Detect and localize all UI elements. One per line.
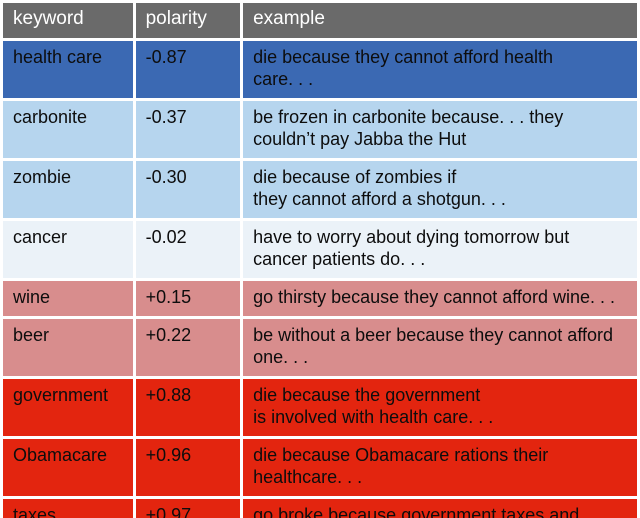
polarity-cell: -0.87	[145, 47, 187, 67]
table-row: wine +0.15 go thirsty because they canno…	[3, 281, 637, 316]
keyword-cell: wine	[13, 287, 51, 307]
example-cell: die because the government is involved w…	[253, 385, 494, 427]
table-row: taxes +0.97 go broke because government …	[3, 499, 637, 518]
keyword-cell: Obamacare	[13, 445, 108, 465]
polarity-cell: -0.02	[145, 227, 187, 247]
example-cell: die because they cannot afford health ca…	[253, 47, 553, 89]
example-cell: be frozen in carbonite because. . . they…	[253, 107, 564, 149]
keyword-cell: government	[13, 385, 109, 405]
table-row: beer +0.22 be without a beer because the…	[3, 319, 637, 376]
column-header-keyword: keyword	[3, 3, 133, 38]
polarity-cell: -0.30	[145, 167, 187, 187]
column-header-polarity: polarity	[135, 3, 241, 38]
polarity-cell: +0.15	[145, 287, 192, 307]
polarity-cell: +0.88	[145, 385, 192, 405]
example-cell: die because of zombies if they cannot af…	[253, 167, 506, 209]
keyword-cell: beer	[13, 325, 50, 345]
table-row: zombie -0.30 die because of zombies if t…	[3, 161, 637, 218]
table-row: health care -0.87 die because they canno…	[3, 41, 637, 98]
polarity-cell: +0.96	[145, 445, 192, 465]
table-row: carbonite -0.37 be frozen in carbonite b…	[3, 101, 637, 158]
polarity-cell: -0.37	[145, 107, 187, 127]
polarity-cell: +0.97	[145, 505, 192, 518]
polarity-cell: +0.22	[145, 325, 192, 345]
keyword-cell: health care	[13, 47, 103, 67]
example-cell: have to worry about dying tomorrow but c…	[253, 227, 570, 269]
column-header-example: example	[243, 3, 637, 38]
example-cell: go broke because government taxes and sp…	[253, 505, 580, 518]
keyword-cell: cancer	[13, 227, 68, 247]
keyword-cell: carbonite	[13, 107, 88, 127]
keyword-cell: taxes	[13, 505, 57, 518]
table-row: Obamacare +0.96 die because Obamacare ra…	[3, 439, 637, 496]
table-header-row: keyword polarity example	[3, 3, 637, 38]
example-cell: be without a beer because they cannot af…	[253, 325, 614, 367]
table-row: cancer -0.02 have to worry about dying t…	[3, 221, 637, 278]
example-cell: die because Obamacare rations their heal…	[253, 445, 549, 487]
keyword-cell: zombie	[13, 167, 72, 187]
table-row: government +0.88 die because the governm…	[3, 379, 637, 436]
example-cell: go thirsty because they cannot afford wi…	[253, 287, 615, 307]
